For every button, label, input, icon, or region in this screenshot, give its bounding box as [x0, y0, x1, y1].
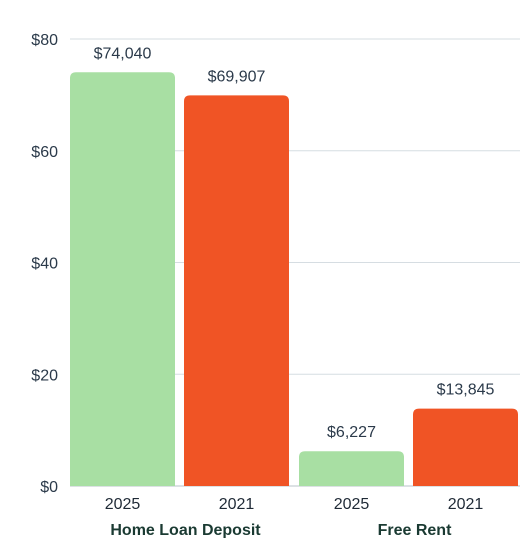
- y-tick-label: $40: [31, 256, 58, 273]
- group-label: Free Rent: [378, 522, 452, 538]
- data-label: $6,227: [327, 424, 376, 441]
- bars: [70, 72, 518, 486]
- bar-2021: [184, 95, 289, 486]
- bar-2025: [299, 451, 404, 486]
- category-labels: 2025 2021 2025 2021: [105, 496, 484, 513]
- bar-2021: [413, 408, 518, 486]
- y-tick-label: $60: [31, 144, 58, 161]
- bar-2025: [70, 72, 175, 486]
- data-label: $69,907: [208, 68, 266, 85]
- data-label: $13,845: [437, 382, 495, 399]
- group-labels: Home Loan Deposit Free Rent: [110, 522, 452, 538]
- y-tick-label: $20: [31, 367, 58, 384]
- data-label: $74,040: [94, 45, 152, 62]
- data-labels: $74,040 $69,907 $6,227 $13,845: [94, 45, 495, 441]
- y-axis-ticks: $0 $20 $40 $60 $80: [31, 32, 58, 496]
- y-tick-label: $0: [40, 479, 58, 496]
- x-tick-label: 2025: [334, 496, 370, 513]
- group-label: Home Loan Deposit: [110, 522, 261, 538]
- y-tick-label: $80: [31, 32, 58, 49]
- x-tick-label: 2021: [448, 496, 484, 513]
- x-tick-label: 2021: [219, 496, 255, 513]
- x-tick-label: 2025: [105, 496, 141, 513]
